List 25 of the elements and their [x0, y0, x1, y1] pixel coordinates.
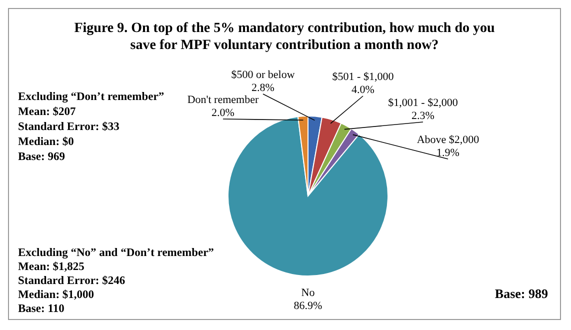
text: Excluding “Don’t remember” — [18, 91, 164, 103]
slice-label: $501 - $1,000 — [332, 71, 394, 83]
data-label: 2.3% — [412, 110, 434, 122]
data-label: 1.9% — [436, 147, 460, 159]
text: Mean: $1,825 — [18, 261, 85, 273]
pie-slice — [228, 116, 388, 276]
data-label: 4.0% — [352, 84, 374, 96]
text: Median: $1,000 — [18, 289, 94, 301]
data-label: 86.9% — [294, 300, 322, 312]
data-label: 2.0% — [212, 107, 234, 119]
slice-label: Don't remember — [187, 94, 259, 106]
text: Mean: $207 — [18, 106, 76, 118]
text: Base: 989 — [494, 286, 548, 301]
text: Excluding “No” and “Don’t remember” — [18, 247, 214, 259]
slice-label: $1,001 - $2,000 — [388, 97, 458, 109]
text: Standard Error: $246 — [18, 275, 126, 287]
slice-label: Above $2,000 — [416, 134, 480, 146]
slice-label: $500 or below — [231, 69, 295, 81]
text: Base: 969 — [18, 151, 66, 163]
slice-label: No — [301, 287, 316, 299]
text: Base: 110 — [18, 303, 65, 315]
text: Median: $0 — [18, 136, 74, 148]
text: Standard Error: $33 — [18, 121, 120, 133]
chart-title: Figure 9. On top of the 5% mandatory contribution, how much do you save for MPF voluntary contribution a month now? — [74, 21, 495, 53]
data-label: 2.8% — [252, 82, 274, 94]
